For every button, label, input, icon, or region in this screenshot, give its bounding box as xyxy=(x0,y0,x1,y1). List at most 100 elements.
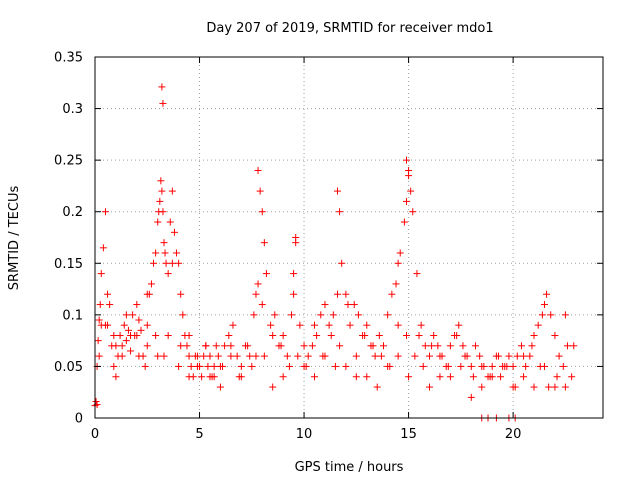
data-point xyxy=(363,373,371,381)
y-tick-label: 0.2 xyxy=(62,205,83,220)
y-axis-label: SRMTID / TECUs xyxy=(7,186,22,291)
data-point xyxy=(421,342,429,350)
data-point xyxy=(334,187,342,195)
data-point xyxy=(400,218,408,226)
data-point xyxy=(329,311,337,319)
data-point xyxy=(551,383,559,391)
data-point xyxy=(488,362,496,370)
data-point xyxy=(488,373,496,381)
data-point xyxy=(446,342,454,350)
x-tick-label: 5 xyxy=(195,427,203,442)
data-point xyxy=(304,352,312,360)
data-point xyxy=(476,352,484,360)
data-point xyxy=(137,326,145,334)
data-point xyxy=(405,172,413,180)
data-point xyxy=(118,342,126,350)
data-point xyxy=(127,331,135,339)
data-point xyxy=(540,301,548,309)
data-point xyxy=(530,383,538,391)
data-point xyxy=(392,280,400,288)
data-point xyxy=(428,342,436,350)
data-point xyxy=(244,342,252,350)
data-point xyxy=(394,352,402,360)
data-point xyxy=(369,342,377,350)
data-point xyxy=(499,362,507,370)
data-point xyxy=(154,218,162,226)
data-point xyxy=(338,259,346,267)
data-point xyxy=(258,301,266,309)
data-point xyxy=(200,352,208,360)
data-point xyxy=(143,321,151,329)
data-point xyxy=(411,352,419,360)
data-point xyxy=(467,393,475,401)
data-point xyxy=(455,321,463,329)
x-tick-label: 15 xyxy=(400,427,417,442)
data-point xyxy=(352,352,360,360)
data-point xyxy=(212,342,220,350)
x-tick-label: 20 xyxy=(505,427,522,442)
data-point xyxy=(271,311,279,319)
data-point xyxy=(283,352,291,360)
data-point xyxy=(202,342,210,350)
data-point xyxy=(534,321,542,329)
data-point xyxy=(371,352,379,360)
data-point xyxy=(509,362,517,370)
data-point xyxy=(175,259,183,267)
data-point xyxy=(561,311,569,319)
data-point xyxy=(325,321,333,329)
data-point xyxy=(543,290,551,298)
data-point xyxy=(505,352,513,360)
data-point xyxy=(156,197,164,205)
data-point xyxy=(547,311,555,319)
data-point xyxy=(160,239,168,247)
data-point xyxy=(561,383,569,391)
tick-labels: 0 0.05 0.1 0.15 0.2 0.25 0.3 0.35 0 5 10 15 20 xyxy=(54,51,521,443)
data-point xyxy=(415,331,423,339)
data-point xyxy=(402,156,410,164)
data-point xyxy=(97,270,105,278)
data-point xyxy=(152,249,160,257)
grid xyxy=(95,57,603,418)
data-point xyxy=(101,208,109,216)
data-point xyxy=(110,362,118,370)
data-point xyxy=(118,352,126,360)
y-tick-label: 0.3 xyxy=(62,102,83,117)
plot-frame xyxy=(94,56,604,419)
data-point xyxy=(267,321,275,329)
data-point xyxy=(158,187,166,195)
data-point xyxy=(321,301,329,309)
data-point xyxy=(254,280,262,288)
data-point xyxy=(377,352,385,360)
axis-ticks xyxy=(94,56,603,419)
chart-title: Day 207 of 2019, SRMTID for receiver mdo… xyxy=(206,21,493,36)
data-point xyxy=(292,234,300,241)
data-point xyxy=(459,342,467,350)
data-point xyxy=(436,373,444,381)
data-point xyxy=(150,259,158,267)
data-point xyxy=(311,321,319,329)
data-point xyxy=(179,311,187,319)
data-point xyxy=(185,352,193,360)
data-point xyxy=(520,352,528,360)
data-point xyxy=(540,362,548,370)
data-point xyxy=(269,383,277,391)
data-point xyxy=(467,362,475,370)
data-point xyxy=(143,342,151,350)
data-point xyxy=(331,362,339,370)
data-point xyxy=(405,373,413,381)
data-point xyxy=(112,342,120,350)
data-point xyxy=(478,383,486,391)
data-point xyxy=(233,352,241,360)
data-point xyxy=(336,342,344,350)
data-point xyxy=(216,383,224,391)
data-point xyxy=(133,301,141,309)
data-point xyxy=(425,352,433,360)
data-point xyxy=(229,321,237,329)
data-point xyxy=(321,352,329,360)
data-point xyxy=(373,383,381,391)
data-point xyxy=(110,331,118,339)
data-point xyxy=(285,362,293,370)
data-point xyxy=(166,218,174,226)
